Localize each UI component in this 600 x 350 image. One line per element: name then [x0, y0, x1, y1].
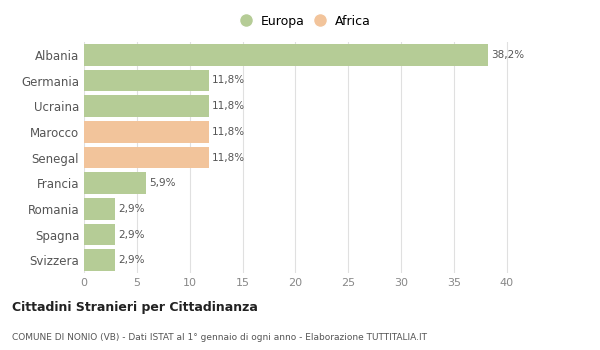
Bar [84, 44, 488, 66]
Text: 38,2%: 38,2% [491, 50, 524, 60]
Bar [84, 224, 115, 245]
Text: 11,8%: 11,8% [212, 127, 245, 137]
Bar [84, 121, 209, 143]
Text: COMUNE DI NONIO (VB) - Dati ISTAT al 1° gennaio di ogni anno - Elaborazione TUTT: COMUNE DI NONIO (VB) - Dati ISTAT al 1° … [12, 332, 427, 342]
Bar [84, 147, 209, 168]
Text: 2,9%: 2,9% [118, 204, 145, 214]
Text: 11,8%: 11,8% [212, 101, 245, 111]
Bar [84, 249, 115, 271]
Text: 2,9%: 2,9% [118, 255, 145, 265]
Text: 5,9%: 5,9% [149, 178, 176, 188]
Bar [84, 95, 209, 117]
Bar [84, 172, 146, 194]
Legend: Europa, Africa: Europa, Africa [238, 11, 374, 32]
Bar [84, 70, 209, 91]
Text: Cittadini Stranieri per Cittadinanza: Cittadini Stranieri per Cittadinanza [12, 301, 258, 314]
Text: 11,8%: 11,8% [212, 76, 245, 85]
Bar [84, 198, 115, 220]
Text: 11,8%: 11,8% [212, 153, 245, 162]
Text: 2,9%: 2,9% [118, 230, 145, 239]
